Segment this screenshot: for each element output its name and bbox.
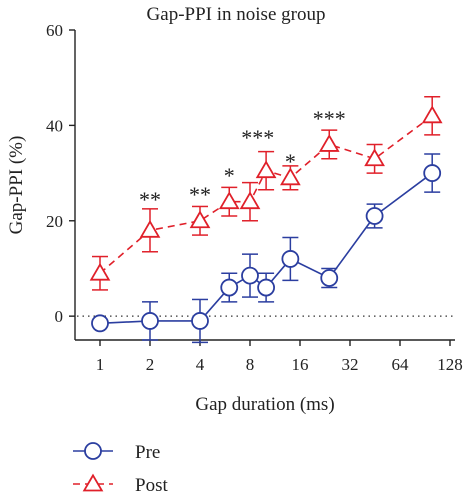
significance-marker: ** bbox=[139, 187, 161, 212]
x-tick-label: 32 bbox=[342, 355, 359, 374]
data-point-post bbox=[280, 167, 301, 186]
data-point-pre bbox=[141, 312, 159, 330]
x-tick-label: 16 bbox=[292, 355, 309, 374]
legend-marker-pre bbox=[84, 442, 102, 460]
y-tick-label: 40 bbox=[46, 116, 63, 135]
legend-label-post: Post bbox=[135, 475, 168, 496]
data-point-pre bbox=[320, 269, 339, 287]
y-tick-label: 60 bbox=[46, 21, 63, 40]
legend-label-pre: Pre bbox=[135, 442, 160, 463]
data-point-pre bbox=[257, 278, 275, 297]
data-point-post bbox=[421, 105, 443, 124]
significance-marker: * bbox=[285, 149, 296, 174]
significance-marker: * bbox=[224, 163, 235, 188]
data-point-post bbox=[255, 160, 277, 179]
data-point-post bbox=[189, 210, 211, 229]
x-tick-label: 4 bbox=[196, 355, 205, 374]
x-tick-label: 8 bbox=[246, 355, 255, 374]
data-point-pre bbox=[191, 312, 209, 330]
significance-marker: *** bbox=[313, 106, 346, 131]
significance-marker: *** bbox=[241, 125, 274, 150]
data-point-post bbox=[89, 262, 111, 281]
x-tick-label: 1 bbox=[96, 355, 105, 374]
x-axis-label: Gap duration (ms) bbox=[195, 394, 334, 415]
data-point-post bbox=[239, 191, 261, 210]
data-point-pre bbox=[365, 207, 384, 225]
x-tick-label: 2 bbox=[146, 355, 155, 374]
data-point-pre bbox=[220, 278, 239, 297]
data-point-pre bbox=[91, 314, 109, 333]
data-point-pre bbox=[241, 266, 259, 285]
y-axis-label: Gap-PPI (%) bbox=[6, 136, 27, 235]
x-tick-label: 128 bbox=[437, 355, 463, 374]
significance-marker: ** bbox=[189, 182, 211, 207]
data-point-pre bbox=[423, 164, 442, 182]
data-point-pre bbox=[281, 250, 300, 268]
y-tick-label: 0 bbox=[55, 307, 64, 326]
data-point-post bbox=[218, 191, 240, 210]
chart-title: Gap-PPI in noise group bbox=[147, 4, 326, 25]
series-line-pre bbox=[99, 172, 433, 325]
data-point-post bbox=[139, 219, 161, 238]
x-tick-label: 64 bbox=[392, 355, 410, 374]
legend-marker-post bbox=[82, 473, 104, 492]
y-tick-label: 20 bbox=[46, 212, 63, 231]
data-point-post bbox=[364, 148, 385, 167]
data-point-post bbox=[318, 134, 340, 152]
